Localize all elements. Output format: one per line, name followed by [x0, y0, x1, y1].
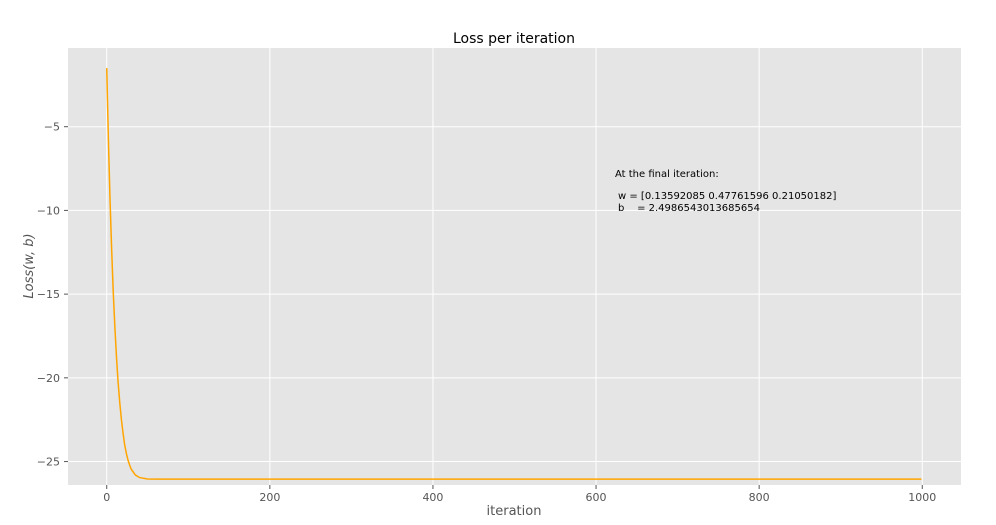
- annotation-b-value: b = 2.4986543013685654: [618, 203, 760, 214]
- plot-background: [68, 48, 961, 485]
- final-iteration-annotation: At the final iteration: w = [0.13592085 …: [615, 169, 836, 214]
- loss-series-line: [105, 68, 922, 480]
- y-tick-label: −25: [37, 456, 60, 469]
- x-tick-label: 400: [422, 491, 443, 504]
- grid-lines: [68, 48, 961, 485]
- x-tick-label: 0: [103, 491, 110, 504]
- annotation-heading: At the final iteration:: [615, 169, 719, 180]
- x-tick-label: 200: [259, 491, 280, 504]
- y-tick-label: −20: [37, 372, 60, 385]
- x-tick-label: 600: [586, 491, 607, 504]
- y-axis-label: Loss(w, b): [22, 233, 37, 298]
- x-tick-label: 1000: [908, 491, 936, 504]
- y-tick-label: −10: [37, 204, 60, 217]
- y-axis-ticks: −5 −10 −15 −20 −25: [37, 121, 68, 469]
- x-tick-label: 800: [749, 491, 770, 504]
- y-tick-label: −15: [37, 288, 60, 301]
- annotation-w-value: w = [0.13592085 0.47761596 0.21050182]: [618, 191, 836, 202]
- x-axis-label: iteration: [487, 504, 542, 519]
- chart-title: Loss per iteration: [453, 31, 575, 47]
- x-axis-ticks: 0 200 400 600 800 1000: [103, 485, 936, 504]
- y-tick-label: −5: [44, 121, 60, 134]
